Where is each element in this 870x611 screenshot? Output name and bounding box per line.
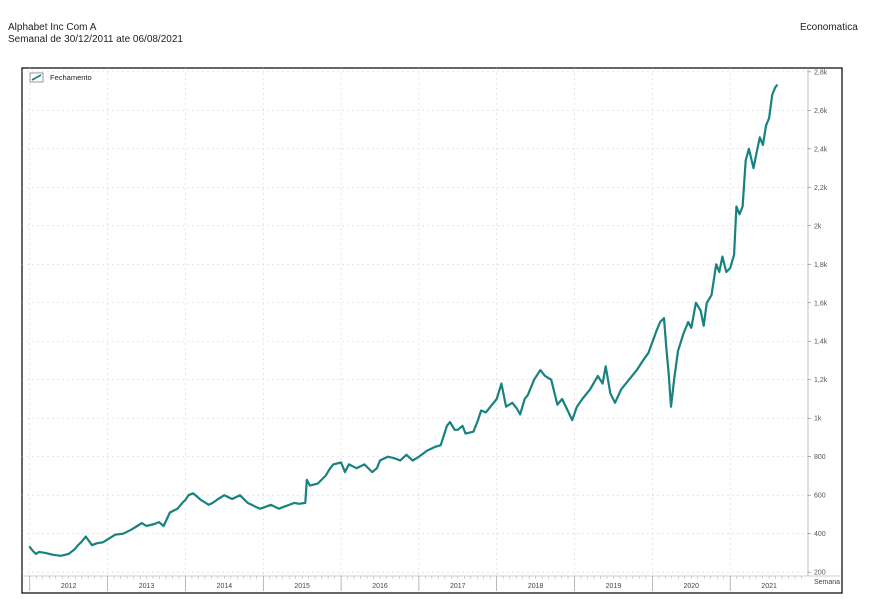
y-tick-label: 1,2k (814, 377, 828, 384)
chart-title: Alphabet Inc Com A (8, 22, 97, 33)
chart-frame (21, 67, 843, 594)
y-tick-label: 2,6k (814, 108, 828, 115)
x-tick-label: 2021 (761, 583, 777, 590)
series-layer (28, 84, 779, 557)
source-label: Economatica (800, 22, 858, 33)
x-tick-label: 2015 (294, 583, 310, 590)
y-tick-label: 1,8k (814, 262, 828, 269)
x-axis-label: Semana (814, 579, 840, 586)
x-tick-label: 2018 (528, 583, 544, 590)
x-tick-label: 2013 (139, 583, 155, 590)
legend-swatch-line (31, 74, 42, 81)
x-minor-ticks (36, 576, 802, 579)
x-tick-label: 2020 (683, 583, 699, 590)
legend-label: Fechamento (50, 73, 92, 82)
chart-subtitle: Semanal de 30/12/2011 ate 06/08/2021 (8, 34, 183, 45)
x-axis: 2012 2013 2014 2015 2016 2017 2018 2019 2020 2021 (29, 576, 777, 591)
y-tick-label: 600 (814, 493, 826, 500)
y-tick-label: 2k (814, 223, 822, 230)
grid (22, 68, 808, 576)
x-tick-label: 2019 (606, 583, 622, 590)
y-tick-label: 400 (814, 531, 826, 538)
x-tick-label: 2012 (61, 583, 77, 590)
y-tick-label: 1,4k (814, 339, 828, 346)
y-tick-label: 2,4k (814, 146, 828, 153)
y-tick-label: 200 (814, 570, 826, 577)
series-line-fechamento (28, 84, 779, 557)
y-tick-label: 2,2k (814, 185, 828, 192)
x-tick-label: 2017 (450, 583, 466, 590)
y-tick-label: 800 (814, 454, 826, 461)
y-tick-label: 2,8k (814, 69, 828, 76)
legend: Fechamento (29, 72, 92, 83)
x-tick-label: 2016 (372, 583, 388, 590)
y-tick-label: 1k (814, 416, 822, 423)
x-tick-label: 2014 (217, 583, 233, 590)
y-axis: 200 400 600 800 1k 1,2k 1,4k 1,6k 1,8k 2k 2,2k 2,4k… (807, 68, 828, 577)
y-tick-label: 1,6k (814, 300, 828, 307)
